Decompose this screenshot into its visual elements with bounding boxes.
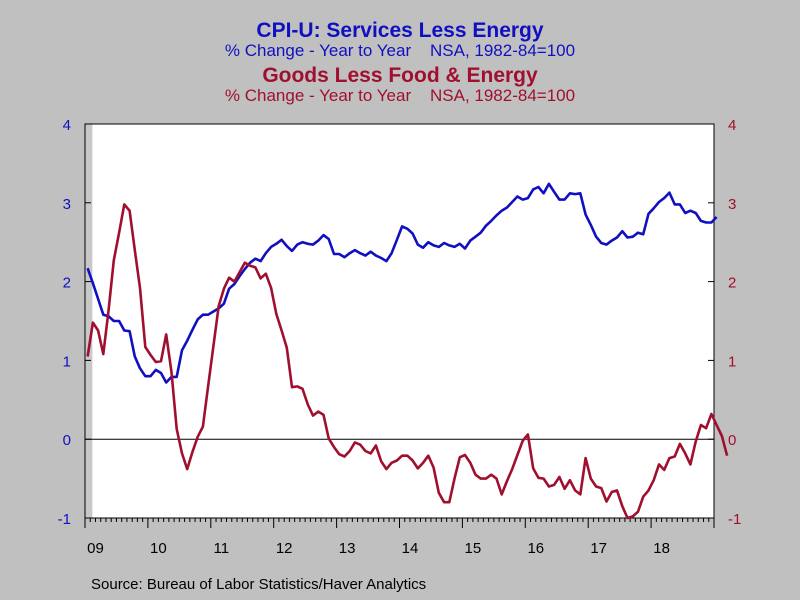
chart-title-series1: CPI-U: Services Less Energy (256, 19, 544, 42)
x-tick-label: 18 (653, 540, 670, 557)
x-tick-label: 10 (150, 540, 167, 557)
y-tick-label-right: 1 (728, 353, 736, 370)
x-tick-label: 15 (465, 540, 482, 557)
x-tick-label: 14 (402, 540, 419, 557)
x-tick-label: 12 (276, 540, 293, 557)
x-tick-label: 09 (87, 540, 104, 557)
y-tick-label-left: 0 (63, 432, 71, 449)
shaded-period (85, 124, 93, 518)
y-tick-label-left: 4 (63, 117, 71, 134)
y-tick-label-left: -1 (58, 511, 71, 528)
y-tick-label-left: 1 (63, 353, 71, 370)
y-tick-label-right: 4 (728, 117, 736, 134)
series-line-services (86, 182, 718, 384)
y-tick-label-right: 3 (728, 196, 736, 213)
y-tick-label-left: 3 (63, 196, 71, 213)
chart-title-series2: Goods Less Food & Energy (262, 64, 538, 87)
y-tick-label-right: -1 (728, 511, 741, 528)
plot-area (85, 124, 714, 518)
series-line-goods (86, 203, 729, 520)
x-tick-label: 16 (527, 540, 544, 557)
y-tick-label-right: 0 (728, 432, 736, 449)
x-tick-label: 13 (339, 540, 356, 557)
x-tick-label: 17 (590, 540, 607, 557)
y-tick-label-right: 2 (728, 275, 736, 292)
x-tick-label: 11 (213, 540, 229, 557)
chart-subtitle-series2: % Change - Year to Year NSA, 1982-84=100 (224, 86, 576, 105)
source-note: Source: Bureau of Labor Statistics/Haver… (91, 576, 427, 593)
chart-subtitle-series1: % Change - Year to Year NSA, 1982-84=100 (224, 41, 576, 60)
y-tick-label-left: 2 (63, 275, 71, 292)
